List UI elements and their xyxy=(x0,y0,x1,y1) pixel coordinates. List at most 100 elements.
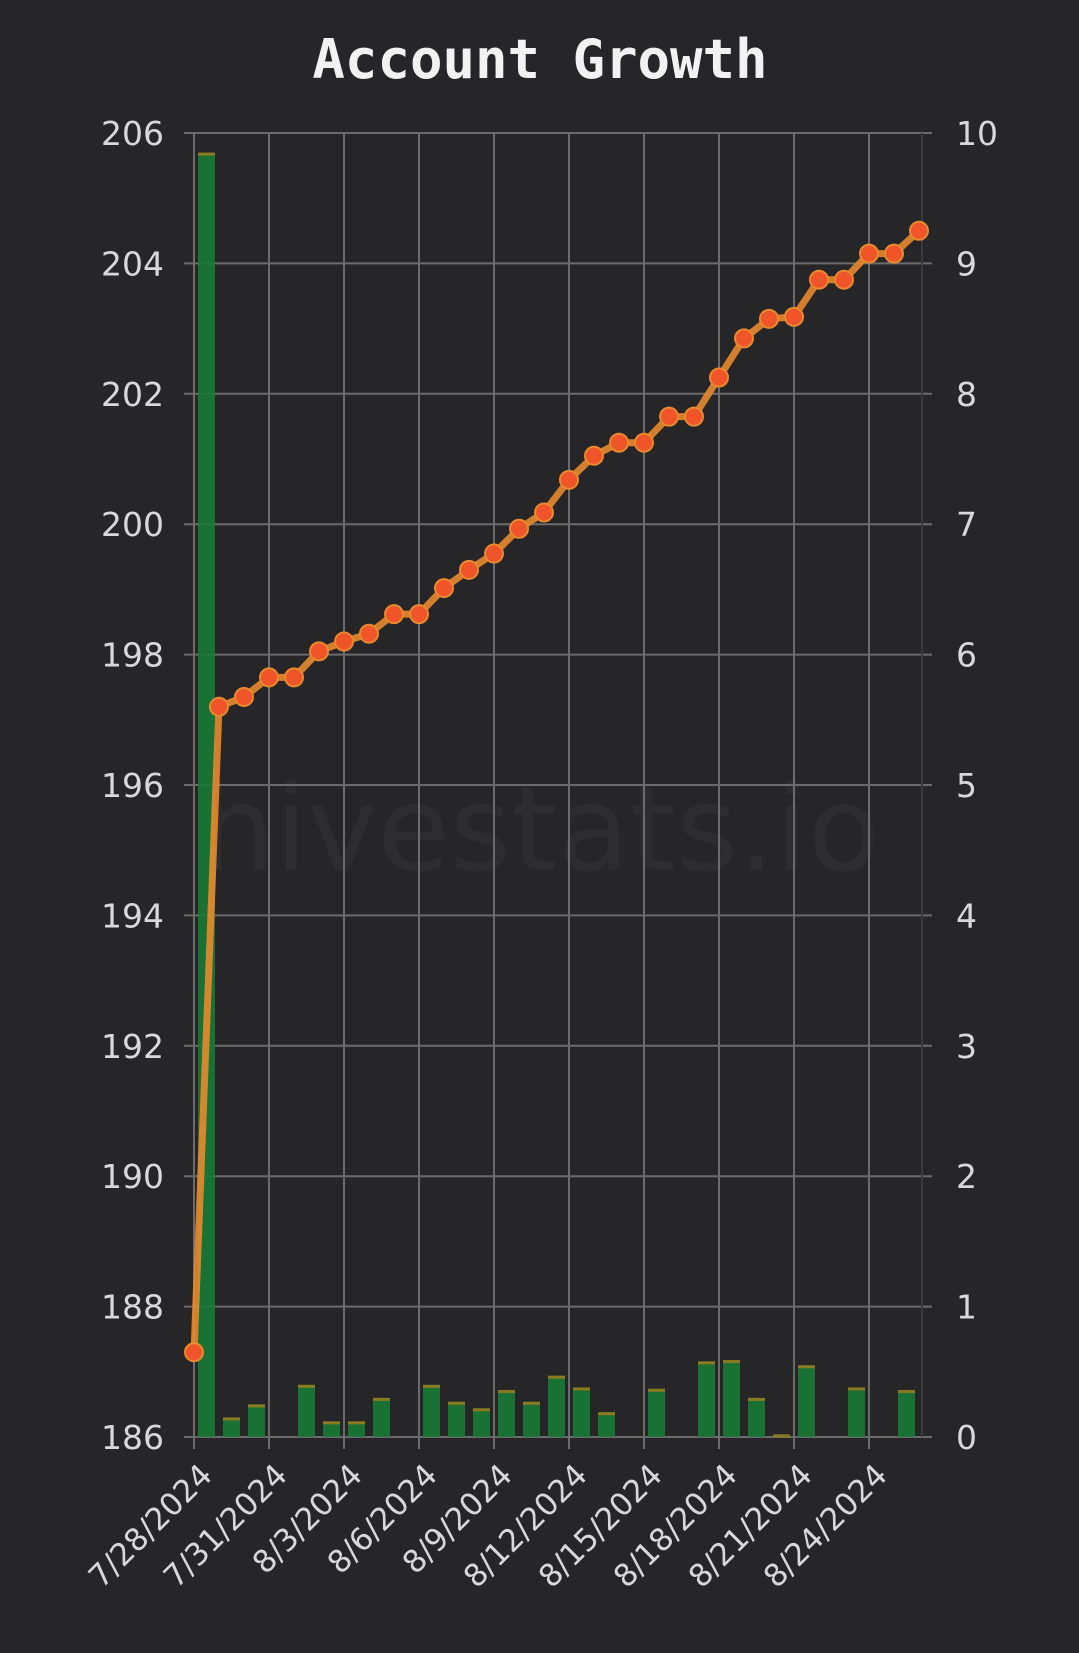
line-point xyxy=(584,445,604,466)
line-point xyxy=(284,667,304,688)
line-point xyxy=(684,406,704,427)
line-point xyxy=(659,406,679,427)
bar xyxy=(548,1375,565,1437)
left-axis-tick-label: 190 xyxy=(101,1157,164,1196)
left-axis-tick-label: 202 xyxy=(101,375,164,414)
bar xyxy=(848,1387,865,1437)
line-point xyxy=(334,631,354,652)
watermark: hivestats.io xyxy=(200,760,880,898)
bar xyxy=(523,1401,540,1437)
bar-cap xyxy=(698,1361,715,1365)
bar-cap xyxy=(548,1375,565,1379)
bar-cap xyxy=(598,1412,615,1416)
left-axis-tick-label: 194 xyxy=(101,896,164,935)
bar xyxy=(473,1408,490,1437)
bar xyxy=(598,1412,615,1437)
left-axis-tick-label: 206 xyxy=(101,114,164,153)
bar-cap xyxy=(448,1401,465,1405)
line-point xyxy=(634,432,654,453)
bar-cap xyxy=(898,1390,915,1394)
bar xyxy=(748,1397,765,1437)
bar xyxy=(373,1397,390,1437)
bar-cap xyxy=(423,1384,440,1388)
bar xyxy=(298,1384,315,1437)
bar-cap xyxy=(723,1360,740,1364)
right-axis-tick-label: 8 xyxy=(956,375,977,414)
bar-cap xyxy=(798,1365,815,1369)
bar-cap xyxy=(498,1390,515,1394)
bar-cap xyxy=(198,152,215,156)
right-axis-tick-label: 6 xyxy=(956,636,977,675)
line-point xyxy=(484,543,504,564)
bar xyxy=(498,1390,515,1437)
line-point xyxy=(509,518,529,539)
line-point xyxy=(559,469,579,490)
right-axis-tick-label: 4 xyxy=(956,896,977,935)
bar xyxy=(798,1365,815,1437)
line-point xyxy=(359,623,379,644)
line-point xyxy=(209,696,229,717)
bar xyxy=(323,1421,340,1437)
line-point xyxy=(384,604,404,625)
right-axis-tick-label: 0 xyxy=(956,1418,977,1457)
line-point xyxy=(459,559,479,580)
line-point xyxy=(609,432,629,453)
left-axis-tick-label: 198 xyxy=(101,636,164,675)
right-axis-tick-label: 1 xyxy=(956,1288,977,1327)
bar xyxy=(723,1360,740,1437)
line-point xyxy=(909,220,929,241)
bar-cap xyxy=(523,1401,540,1405)
bar-cap xyxy=(323,1421,340,1425)
left-axis-tick-label: 186 xyxy=(101,1418,164,1457)
bar-cap xyxy=(223,1417,240,1421)
chart-title: Account Growth xyxy=(312,28,767,91)
line-point xyxy=(184,1342,204,1363)
bar xyxy=(698,1361,715,1437)
bar-cap xyxy=(573,1387,590,1391)
right-axis-tick-label: 9 xyxy=(956,244,977,283)
bar xyxy=(223,1417,240,1437)
right-axis-tick-label: 2 xyxy=(956,1157,977,1196)
bar xyxy=(248,1404,265,1437)
right-axis-tick-label: 5 xyxy=(956,766,977,805)
line-point xyxy=(709,367,729,388)
left-axis-tick-label: 200 xyxy=(101,505,164,544)
bar-cap xyxy=(248,1404,265,1408)
line-point xyxy=(234,686,254,707)
bar xyxy=(348,1421,365,1437)
line-point xyxy=(734,328,754,349)
line-point xyxy=(434,578,454,599)
left-axis-tick-label: 196 xyxy=(101,766,164,805)
right-axis-tick-label: 7 xyxy=(956,505,977,544)
right-axis-tick-label: 3 xyxy=(956,1027,977,1066)
line-point xyxy=(859,243,879,264)
bar-cap xyxy=(298,1384,315,1388)
line-point xyxy=(534,502,554,523)
line-point xyxy=(834,269,854,290)
line-point xyxy=(409,604,429,625)
line-point xyxy=(884,243,904,264)
line-point xyxy=(809,269,829,290)
line-point xyxy=(759,308,779,329)
bar-cap xyxy=(773,1434,790,1438)
bar-cap xyxy=(373,1397,390,1401)
bar-cap xyxy=(748,1397,765,1401)
line-point xyxy=(309,641,329,662)
bar-cap xyxy=(848,1387,865,1391)
bar xyxy=(448,1401,465,1437)
left-axis-tick-label: 188 xyxy=(101,1288,164,1327)
line-point xyxy=(259,667,279,688)
right-axis-tick-label: 10 xyxy=(956,114,998,153)
bar-cap xyxy=(348,1421,365,1425)
left-axis-tick-label: 204 xyxy=(101,244,164,283)
bar-cap xyxy=(648,1388,665,1392)
bar xyxy=(573,1387,590,1437)
bar xyxy=(648,1388,665,1437)
bar xyxy=(898,1390,915,1437)
line-point xyxy=(784,306,804,327)
bar-cap xyxy=(473,1408,490,1412)
bar xyxy=(423,1384,440,1437)
